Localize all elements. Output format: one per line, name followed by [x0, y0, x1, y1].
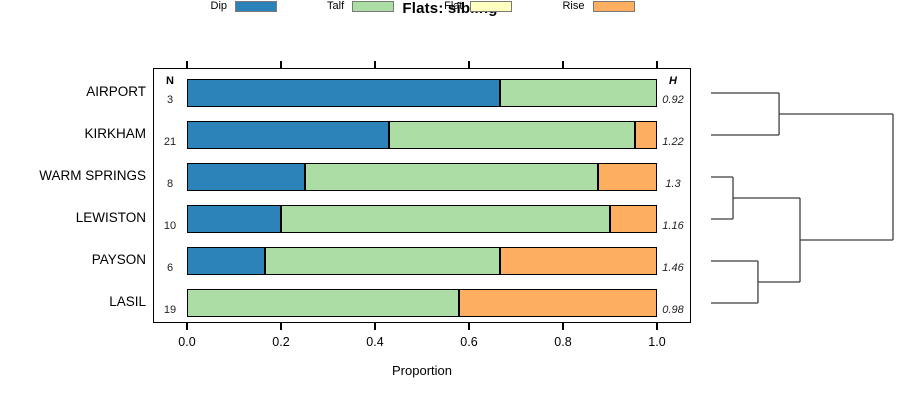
legend-item-flat: Flat	[444, 0, 513, 12]
h-value: 1.16	[662, 220, 684, 232]
bar-segment-talf	[500, 79, 657, 107]
x-axis-tick-bottom	[374, 323, 376, 330]
n-value: 19	[163, 304, 177, 316]
legend-item-dip: Dip	[211, 0, 278, 12]
legend-swatch-flat	[470, 0, 513, 12]
bar-segment-dip	[187, 163, 305, 191]
category-label: KIRKHAM	[84, 126, 146, 141]
bar-segment-talf	[281, 205, 610, 233]
x-axis-tick-bottom	[656, 323, 658, 330]
h-value: 1.46	[662, 262, 684, 274]
legend-item-rise: Rise	[562, 0, 635, 12]
bar-row	[187, 79, 657, 107]
x-axis-tick-label: 0.8	[554, 335, 572, 349]
plot-box	[153, 68, 691, 323]
legend-item-talf: Talf	[327, 0, 395, 12]
bar-segment-talf	[304, 163, 599, 191]
x-axis-tick-label: 1.0	[648, 335, 666, 349]
h-value: 1.3	[665, 178, 681, 190]
category-label: AIRPORT	[86, 84, 146, 99]
bar-segment-dip	[187, 205, 281, 233]
n-column-header: N	[166, 75, 174, 87]
h-column-header: H	[669, 75, 677, 87]
h-value: 0.92	[662, 94, 684, 106]
bar-row	[187, 121, 658, 149]
n-value: 8	[166, 178, 174, 190]
bar-row	[187, 247, 657, 275]
bar-segment-talf	[187, 289, 460, 317]
bar-segment-dip	[187, 247, 266, 275]
category-label: PAYSON	[91, 252, 146, 267]
x-axis-tick-label: 0.0	[178, 335, 196, 349]
legend-label: Talf	[327, 0, 345, 12]
legend-label: Rise	[562, 0, 585, 12]
n-value: 10	[163, 220, 177, 232]
x-axis-tick-top	[656, 61, 658, 68]
bar-row	[187, 205, 657, 233]
bar-segment-dip	[187, 79, 501, 107]
category-label: WARM SPRINGS	[39, 168, 146, 183]
x-axis-tick-label: 0.2	[272, 335, 290, 349]
category-label: LASIL	[109, 294, 146, 309]
n-value: 21	[163, 136, 177, 148]
x-axis-tick-top	[468, 61, 470, 68]
bar-row	[187, 163, 657, 191]
x-axis-tick-top	[374, 61, 376, 68]
x-axis-tick-bottom	[280, 323, 282, 330]
dendrogram	[711, 92, 894, 304]
legend-swatch-dip	[235, 0, 278, 12]
category-label: LEWISTON	[75, 210, 146, 225]
x-axis-tick-label: 0.6	[460, 335, 478, 349]
bar-segment-talf	[388, 121, 635, 149]
x-axis-tick-bottom	[562, 323, 564, 330]
bar-segment-talf	[265, 247, 501, 275]
x-axis-tick-bottom	[468, 323, 470, 330]
legend-swatch-talf	[352, 0, 395, 12]
x-axis-tick-label: 0.4	[366, 335, 384, 349]
bar-segment-rise	[598, 163, 657, 191]
legend-label: Flat	[444, 0, 463, 12]
legend: Dip Talf Flat Rise	[0, 0, 845, 12]
n-value: 6	[166, 262, 174, 274]
x-axis-tick-top	[280, 61, 282, 68]
bar-segment-dip	[187, 121, 389, 149]
legend-label: Dip	[210, 0, 228, 12]
x-axis-tick-top	[562, 61, 564, 68]
x-axis-tick-bottom	[186, 323, 188, 330]
x-axis-title: Proportion	[392, 363, 452, 378]
bar-row	[187, 289, 657, 317]
n-value: 3	[166, 94, 174, 106]
h-value: 1.22	[662, 136, 684, 148]
bar-segment-rise	[610, 205, 657, 233]
h-value: 0.98	[662, 304, 684, 316]
bar-segment-rise	[634, 121, 658, 149]
bar-segment-rise	[459, 289, 657, 317]
legend-swatch-rise	[592, 0, 635, 12]
x-axis-tick-top	[186, 61, 188, 68]
bar-segment-rise	[500, 247, 657, 275]
